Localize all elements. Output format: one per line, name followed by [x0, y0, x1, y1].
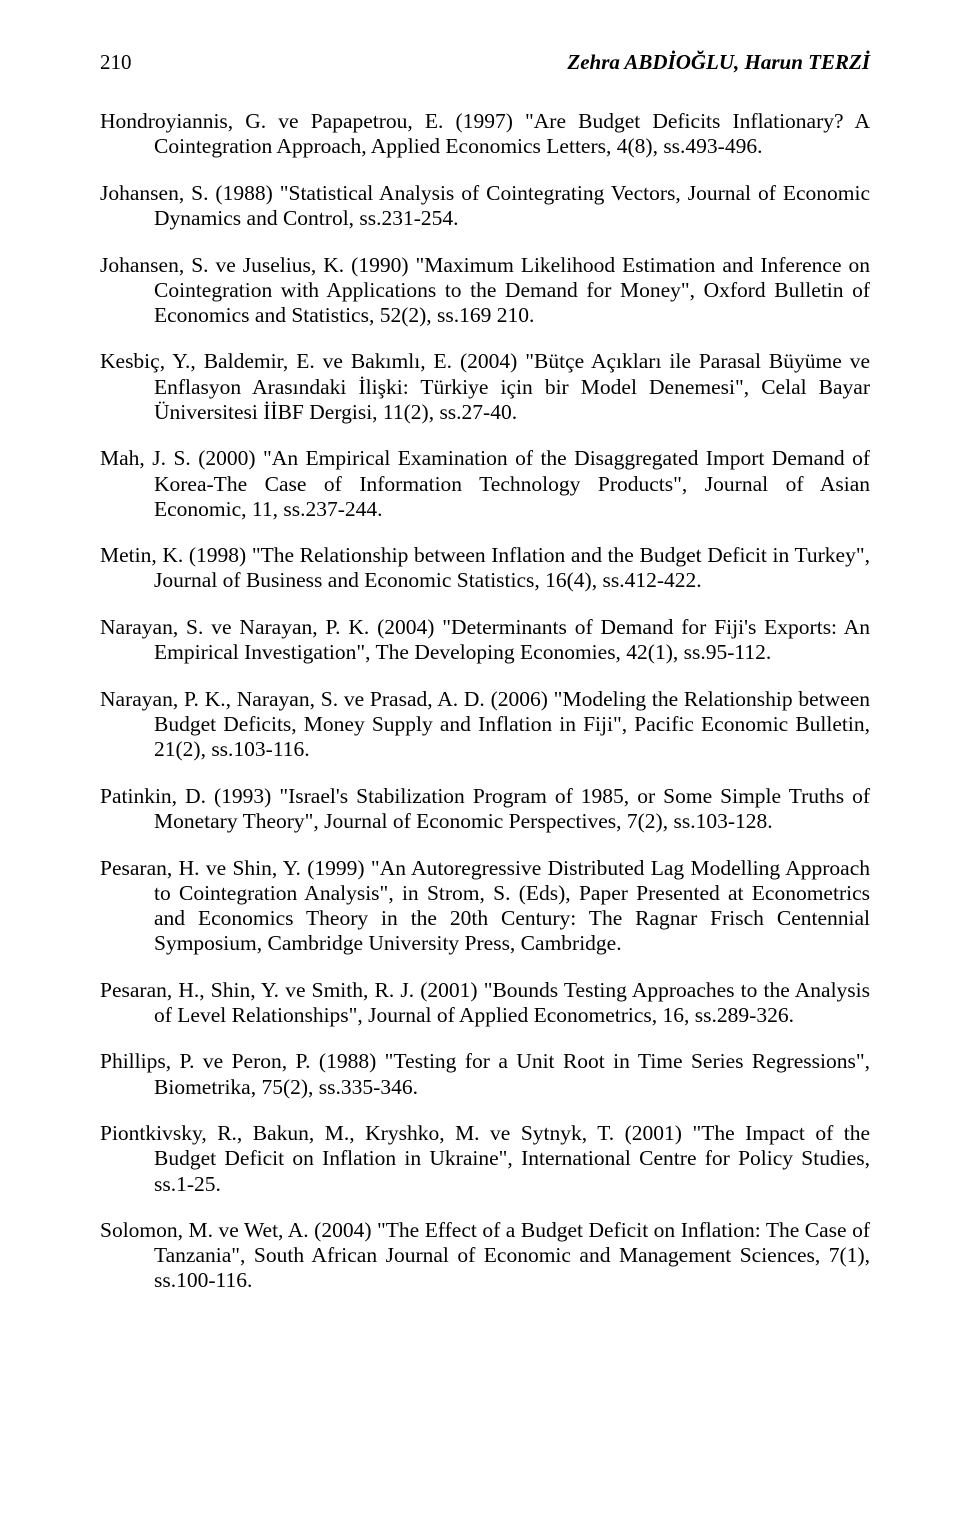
reference-entry: Hondroyiannis, G. ve Papapetrou, E. (199…: [100, 109, 870, 159]
reference-entry: Johansen, S. ve Juselius, K. (1990) "Max…: [100, 253, 870, 328]
reference-entry: Narayan, S. ve Narayan, P. K. (2004) "De…: [100, 615, 870, 665]
header-authors: Zehra ABDİOĞLU, Harun TERZİ: [160, 50, 870, 75]
reference-entry: Patinkin, D. (1993) "Israel's Stabilizat…: [100, 784, 870, 834]
reference-entry: Metin, K. (1998) "The Relationship betwe…: [100, 543, 870, 593]
reference-entry: Johansen, S. (1988) "Statistical Analysi…: [100, 181, 870, 231]
reference-entry: Narayan, P. K., Narayan, S. ve Prasad, A…: [100, 687, 870, 762]
references-list: Hondroyiannis, G. ve Papapetrou, E. (199…: [100, 109, 870, 1294]
reference-entry: Pesaran, H. ve Shin, Y. (1999) "An Autor…: [100, 856, 870, 957]
page-container: 210 Zehra ABDİOĞLU, Harun TERZİ Hondroyi…: [0, 0, 960, 1533]
page-header: 210 Zehra ABDİOĞLU, Harun TERZİ: [100, 50, 870, 75]
reference-entry: Phillips, P. ve Peron, P. (1988) "Testin…: [100, 1049, 870, 1099]
reference-entry: Kesbiç, Y., Baldemir, E. ve Bakımlı, E. …: [100, 349, 870, 424]
page-number: 210: [100, 50, 160, 75]
reference-entry: Pesaran, H., Shin, Y. ve Smith, R. J. (2…: [100, 978, 870, 1028]
reference-entry: Piontkivsky, R., Bakun, M., Kryshko, M. …: [100, 1121, 870, 1196]
reference-entry: Mah, J. S. (2000) "An Empirical Examinat…: [100, 446, 870, 521]
reference-entry: Solomon, M. ve Wet, A. (2004) "The Effec…: [100, 1218, 870, 1293]
